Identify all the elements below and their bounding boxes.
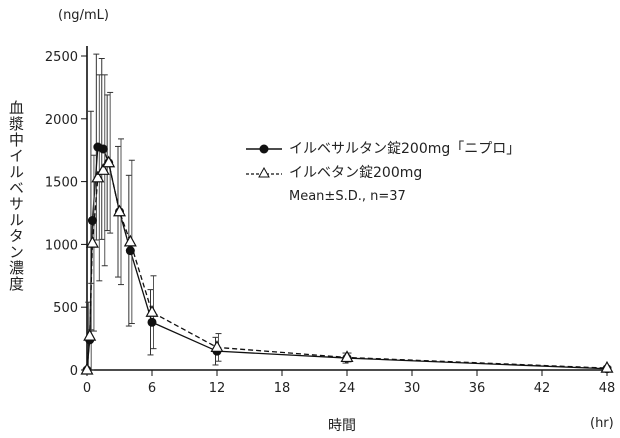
data-point-triangle bbox=[91, 170, 105, 183]
x-tick-label: 6 bbox=[148, 381, 156, 396]
y-axis-unit: (ng/mL) bbox=[58, 8, 109, 23]
x-tick-label: 24 bbox=[339, 381, 356, 396]
x-tick-label: 48 bbox=[599, 381, 616, 396]
circle-marker-icon bbox=[246, 144, 282, 154]
data-point-triangle bbox=[80, 362, 94, 375]
data-point-triangle bbox=[123, 234, 137, 247]
data-point-triangle bbox=[83, 328, 97, 341]
data-point-triangle bbox=[96, 163, 110, 175]
x-tick-label: 36 bbox=[469, 381, 486, 396]
legend-label: イルベサルタン錠200mg「ニプロ」 bbox=[289, 141, 521, 157]
data-point-triangle bbox=[85, 235, 99, 248]
data-point-triangle bbox=[112, 204, 127, 217]
data-point-triangle bbox=[210, 340, 224, 352]
legend-note: Mean±S.D., n=37 bbox=[289, 189, 406, 204]
y-tick-label: 2000 bbox=[45, 113, 78, 128]
y-tick-label: 1000 bbox=[45, 238, 78, 253]
data-point-circle bbox=[147, 317, 157, 327]
y-axis-label: 血漿中イルベサルタン濃度 bbox=[7, 100, 25, 292]
y-tick-label: 1500 bbox=[45, 176, 78, 191]
data-point-circle bbox=[87, 216, 97, 226]
data-point-circle bbox=[125, 246, 135, 256]
data-point-triangle bbox=[102, 155, 116, 168]
legend-item-irbetan: イルベタン錠200mg bbox=[245, 161, 520, 185]
data-point-triangle bbox=[600, 360, 614, 373]
series-line bbox=[86, 161, 608, 371]
legend-label: イルベタン錠200mg bbox=[289, 165, 423, 181]
legend: イルベサルタン錠200mg「ニプロ」 イルベタン錠200mg Mean±S.D.… bbox=[245, 137, 520, 209]
x-tick-label: 18 bbox=[274, 381, 291, 396]
y-tick-label: 500 bbox=[53, 301, 78, 316]
data-point-triangle bbox=[145, 304, 159, 317]
y-tick-label: 2500 bbox=[45, 50, 78, 65]
x-axis-label: 時間 bbox=[328, 418, 356, 434]
triangle-marker-icon bbox=[246, 167, 282, 178]
x-tick-label: 12 bbox=[209, 381, 226, 396]
legend-item-niPro: イルベサルタン錠200mg「ニプロ」 bbox=[245, 137, 520, 161]
x-tick-label: 30 bbox=[404, 381, 421, 396]
x-tick-label: 42 bbox=[534, 381, 551, 396]
data-point-circle bbox=[98, 144, 108, 154]
y-tick-label: 0 bbox=[70, 364, 78, 379]
x-tick-label: 0 bbox=[83, 381, 91, 396]
x-axis-unit: (hr) bbox=[590, 416, 614, 431]
data-point-triangle bbox=[340, 350, 354, 363]
